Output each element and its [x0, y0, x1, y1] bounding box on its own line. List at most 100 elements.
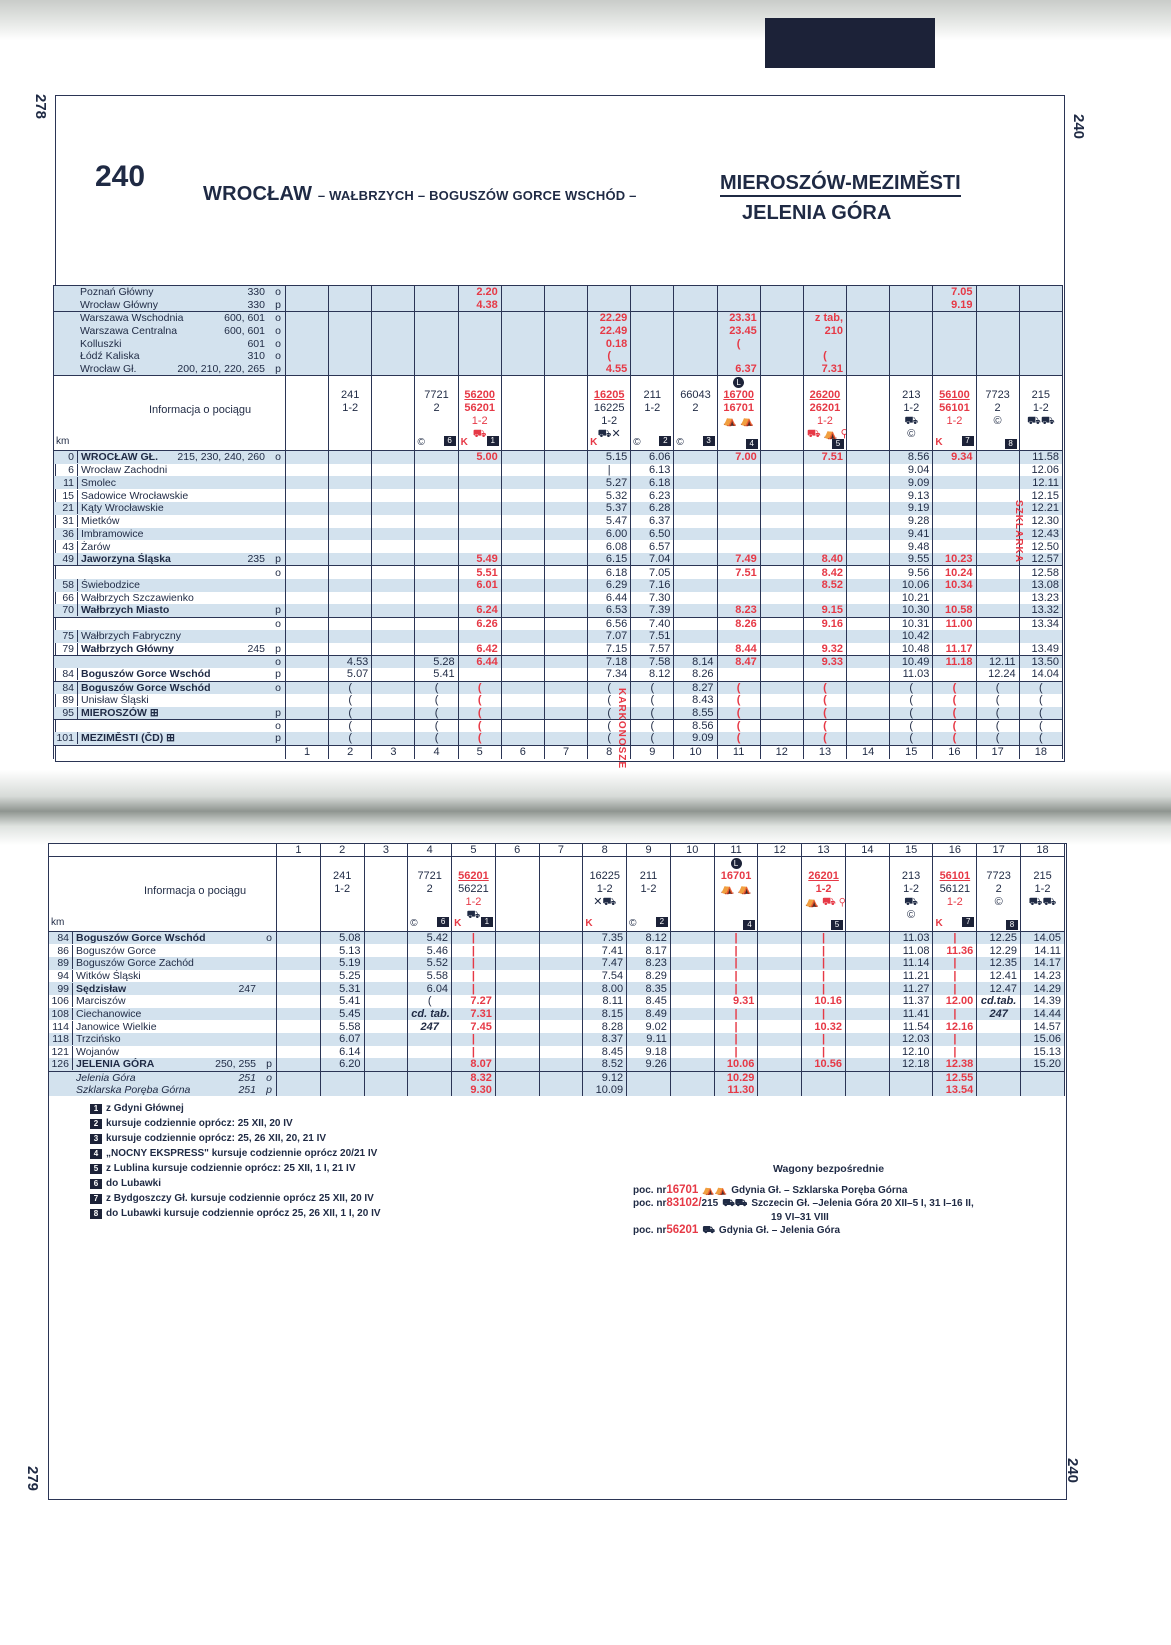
time-cell — [457, 540, 502, 554]
time-cell: 6.15 — [587, 553, 632, 566]
time-cell — [500, 629, 545, 643]
time-cell — [801, 1083, 846, 1097]
time-cell — [759, 476, 804, 490]
station-row: 106 Marciszów 5.41 (7.27 8.11 8.45 9.31 10.16 11… — [48, 994, 1065, 1008]
time-cell: 9.32 — [802, 642, 848, 656]
time-cell — [284, 310, 330, 325]
time-cell — [371, 285, 416, 299]
time-cell — [759, 642, 804, 656]
time-cell — [1018, 310, 1064, 325]
column-number: 2 — [328, 744, 373, 760]
train-header-col-3 — [371, 375, 416, 451]
time-cell: 8.45 — [626, 994, 671, 1008]
station: 75 Wałbrzych Fabryczny — [55, 630, 285, 643]
line-reference: 247 — [238, 982, 256, 995]
time-cell — [494, 969, 540, 983]
time-cell: ( — [932, 706, 977, 720]
time-cell — [669, 1045, 715, 1059]
time-cell — [328, 527, 373, 541]
time-cell: 11.14 — [888, 956, 934, 970]
time-cell — [844, 1045, 890, 1059]
time-cell — [716, 527, 761, 541]
column-number: 8 — [582, 843, 628, 857]
column-number: 17 — [975, 744, 1020, 760]
station-km: 118 — [50, 1033, 73, 1046]
time-cell — [757, 1058, 803, 1072]
line-reference: 200, 210, 220, 265 — [177, 363, 265, 376]
station-name: Wałbrzych Fabryczny — [81, 630, 181, 643]
time-cell: 9.55 — [889, 553, 934, 566]
footnote-item: 1 z Gdyni Głównej — [90, 1101, 381, 1116]
time-cell: 12.30 — [1018, 514, 1064, 528]
time-cell — [976, 1083, 1022, 1097]
time-cell — [759, 706, 804, 720]
time-cell: 6.13 — [630, 463, 675, 477]
time-cell: 6.07 — [319, 1033, 365, 1046]
time-cell: 5.49 — [457, 553, 502, 566]
time-cell: 5.31 — [319, 982, 365, 995]
time-cell — [975, 604, 1020, 618]
column-number: 14 — [846, 744, 891, 760]
time-cell: 7.39 — [630, 604, 675, 618]
time-cell: 11.30 — [713, 1083, 759, 1097]
time-cell — [846, 706, 891, 720]
time-cell — [414, 553, 459, 566]
time-cell: 22.29 — [587, 310, 632, 325]
time-cell: 11.21 — [888, 969, 934, 983]
time-cell — [543, 285, 589, 299]
train-header-top — [807, 377, 843, 390]
station-km: 95 — [55, 706, 78, 719]
time-cell: ( — [932, 732, 977, 746]
time-cell: 14.17 — [1020, 956, 1065, 970]
station-km: 86 — [50, 944, 73, 957]
time-cell — [975, 285, 1020, 299]
time-cell — [976, 1020, 1022, 1033]
time-cell: | — [451, 944, 496, 957]
footnote-badge: 7 — [961, 436, 974, 447]
train-number-line: 211 — [639, 870, 658, 882]
time-cell — [276, 1033, 321, 1046]
time-cell — [846, 553, 891, 566]
time-cell — [1018, 285, 1064, 299]
time-cell — [414, 324, 459, 338]
time-cell — [932, 540, 977, 554]
time-cell: ( — [1018, 718, 1064, 733]
station-name: Wrocław Główny — [80, 298, 158, 311]
train-header-top — [499, 858, 536, 871]
time-cell: ( — [716, 680, 761, 694]
time-cell — [494, 1083, 540, 1097]
station-cell: 49 Jaworzyna Śląska 235 p — [53, 553, 286, 566]
time-cell — [543, 298, 589, 312]
time-cell — [407, 1045, 453, 1059]
time-cell — [500, 604, 545, 618]
time-cell: 11.58 — [1018, 450, 1064, 464]
train-header-top — [332, 377, 368, 390]
train-number-line: 1-2 — [1034, 883, 1051, 895]
station: 89 Boguszów Gorce Zachód — [50, 957, 276, 970]
station-cell: Łódź Kaliska 310 o — [53, 349, 286, 363]
time-cell: 6.44 — [457, 654, 502, 669]
time-cell — [457, 489, 502, 502]
arrival-departure-mark: o — [266, 932, 272, 945]
time-cell — [846, 565, 891, 579]
train-number-line: 241 — [341, 389, 360, 402]
station: 84 Boguszów Gorce Wschód o — [50, 932, 276, 945]
footnote-badge: 1 — [90, 1104, 102, 1114]
train-header-col-2: 241 1-2 — [319, 856, 365, 932]
time-cell — [414, 349, 459, 363]
train-number-line: 2 — [426, 883, 433, 895]
time-cell: 9.16 — [802, 616, 848, 630]
time-cell — [716, 501, 761, 515]
time-cell — [494, 956, 540, 970]
station-row: 21 Kąty Wrocławskie 5.37 6.28 9.19 12.21 — [53, 501, 1064, 515]
time-cell — [759, 489, 804, 502]
train-header-top — [462, 377, 498, 390]
time-cell — [319, 1070, 365, 1084]
station-name: Łódź Kaliska — [80, 350, 140, 363]
time-cell — [284, 591, 330, 605]
time-cell — [932, 324, 977, 338]
train-header-col-14 — [844, 856, 890, 932]
time-cell: 12.18 — [888, 1058, 934, 1072]
train-number-line: © — [907, 428, 916, 441]
column-number: 4 — [414, 744, 459, 760]
